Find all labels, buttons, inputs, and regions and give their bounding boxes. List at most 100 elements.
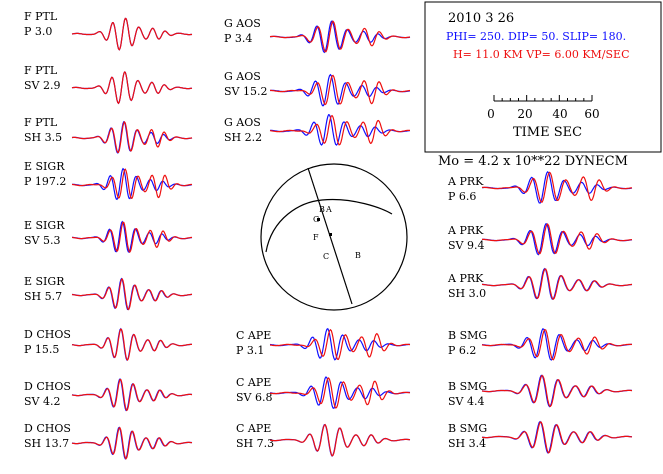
stn-label-g: G [313,215,319,224]
trace-phase-amplitude-label: SV 2.9 [24,79,60,92]
trace-station-label: G AOS [224,116,261,129]
synthetic-waveform [269,114,410,146]
trace-station-label: A PRK [447,272,484,285]
trace-station-label: F PTL [24,116,58,129]
trace-phase-amplitude-label: P 197.2 [24,175,66,188]
trace-e-sigr-sh: E SIGR SH 5.7 [24,275,193,311]
time-tick-0: 0 [487,107,495,121]
synthetic-waveform [72,168,193,199]
time-scale: 0 20 40 60 TIME SEC [487,95,600,140]
trace-panels: F PTL P 3.0 F PTL SV 2.9 F PTL SH 3.5 E SIGR P … [24,10,633,460]
trace-phase-amplitude-label: P 3.0 [24,25,52,38]
stn-marker [329,233,332,236]
trace-phase-amplitude-label: P 3.4 [224,32,252,45]
trace-phase-amplitude-label: SV 9.4 [448,239,484,252]
trace-station-label: G AOS [224,70,261,83]
trace-station-label: C APE [236,422,271,435]
trace-e-sigr-p: E SIGR P 197.2 [24,160,193,201]
trace-g-aos-p: G AOS P 3.4 [224,17,411,54]
trace-station-label: B SMG [448,380,487,393]
trace-station-label: C APE [236,329,271,342]
time-tick-20: 20 [517,107,532,121]
focal-mechanism: B A G F C B [260,163,408,311]
synthetic-waveform [481,374,633,408]
trace-a-prk-sv: A PRK SV 9.4 [447,223,633,256]
synthetic-waveform [71,379,193,412]
synthetic-waveform [72,221,193,253]
stn-label-f: F [313,233,319,242]
trace-f-ptl-sv: F PTL SV 2.9 [24,64,193,105]
synthetic-waveform [269,423,411,457]
trace-phase-amplitude-label: P 15.5 [24,343,59,356]
synthetic-waveform [269,328,411,361]
time-scale-label: TIME SEC [513,125,582,140]
synthetic-waveform [269,377,411,409]
trace-f-ptl-sh: F PTL SH 3.5 [24,116,193,154]
trace-station-label: F PTL [24,10,58,23]
trace-a-prk-p: A PRK P 6.6 [447,171,633,204]
trace-phase-amplitude-label: SV 4.4 [448,395,484,408]
trace-g-aos-sh: G AOS SH 2.2 [224,113,411,146]
trace-station-label: A PRK [447,175,484,188]
trace-phase-amplitude-label: SH 3.4 [448,437,486,450]
trace-station-label: A PRK [447,224,484,237]
synthetic-waveform [269,20,411,53]
trace-phase-amplitude-label: P 6.6 [448,190,476,203]
trace-c-ape-sh: C APE SH 7.3 [236,422,411,457]
trace-d-chos-sh: D CHOS SH 13.7 [24,422,193,460]
trace-b-smg-sh: B SMG SH 3.4 [448,420,633,454]
trace-c-ape-p: C APE P 3.1 [236,327,411,361]
stn-marker [317,218,320,221]
time-tick-40: 40 [552,107,567,121]
trace-station-label: B SMG [448,422,487,435]
trace-station-label: F PTL [24,64,58,77]
synthetic-waveform [71,328,192,361]
synthetic-waveform [270,74,411,106]
synthetic-waveform [71,278,192,311]
stn-label-b1: B [319,205,325,214]
header-box [424,1,662,153]
trace-d-chos-p: D CHOS P 15.5 [24,327,192,361]
trace-station-label: E SIGR [24,219,65,232]
synthetic-waveform [482,223,633,255]
observed-waveform [270,113,411,146]
trace-a-prk-sh: A PRK SH 3.0 [447,267,633,301]
stn-label-c: C [323,252,329,261]
time-tick-60: 60 [584,107,599,121]
synthetic-waveform [481,421,633,454]
seismic-moment: Mo = 4.2 x 10**22 DYNECM [438,154,628,169]
observed-waveform [269,327,410,361]
synthetic-waveform [71,427,193,460]
trace-phase-amplitude-label: SH 3.5 [24,131,62,144]
trace-phase-amplitude-label: SH 2.2 [224,131,262,144]
trace-station-label: E SIGR [24,160,65,173]
synthetic-waveform [71,17,193,51]
trace-phase-amplitude-label: SH 13.7 [24,437,69,450]
trace-phase-amplitude-label: SV 5.3 [24,234,60,247]
trace-phase-amplitude-label: SV 4.2 [24,395,60,408]
observed-waveform [269,376,411,410]
trace-station-label: B SMG [448,329,487,342]
stn-label-a: A [325,205,332,214]
event-date: 2010 3 26 [448,11,514,26]
trace-station-label: G AOS [224,17,261,30]
trace-c-ape-sv: C APE SV 6.8 [236,376,411,410]
nodal-plane-2 [265,198,393,253]
trace-phase-amplitude-label: P 6.2 [448,344,476,357]
trace-phase-amplitude-label: SV 15.2 [224,85,267,98]
trace-station-label: E SIGR [24,275,65,288]
stn-label-b2: B [355,251,361,260]
trace-b-smg-p: B SMG P 6.2 [448,327,633,361]
trace-station-label: D CHOS [24,422,71,435]
trace-station-label: D CHOS [24,328,71,341]
depth-velocity-text: H= 11.0 KM VP= 6.00 KM/SEC [453,48,630,61]
synthetic-waveform [481,171,633,203]
trace-phase-amplitude-label: SH 7.3 [236,437,274,450]
trace-station-label: D CHOS [24,380,71,393]
trace-phase-amplitude-label: P 3.1 [236,344,264,357]
trace-b-smg-sv: B SMG SV 4.4 [448,374,633,408]
trace-g-aos-sv: G AOS SV 15.2 [224,70,411,107]
trace-f-ptl-p: F PTL P 3.0 [24,10,193,51]
